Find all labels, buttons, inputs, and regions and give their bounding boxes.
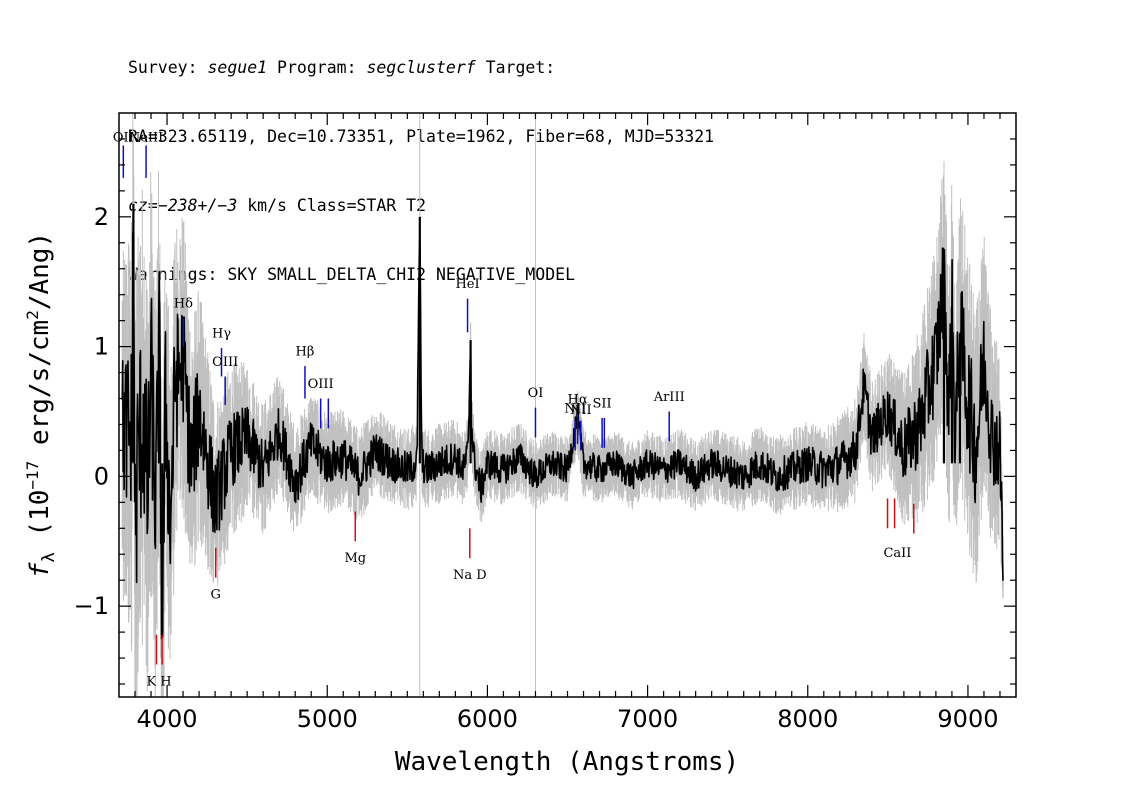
y-axis-title: fλ (10−17 erg/s/cm2/Ang) (23, 232, 59, 578)
cz-suffix: km/s Class=STAR T2 (237, 196, 427, 215)
survey-value: segue1 (207, 58, 268, 77)
y-tick-label: 0 (94, 462, 109, 490)
survey-prefix: Survey: (128, 58, 208, 77)
absorption-label: CaII (883, 546, 911, 561)
sky-lines (419, 113, 536, 697)
emission-label: Hβ (296, 345, 315, 360)
emission-label: ArIII (653, 390, 685, 405)
absorption-label: G (211, 588, 221, 603)
emission-label: OIII (308, 377, 334, 392)
program-value: segclusterf (366, 58, 476, 77)
y-axis-title-exp1: −17 (23, 461, 42, 490)
program-prefix: Program: (267, 58, 367, 77)
error-spikes (121, 113, 1004, 697)
x-tick-label: 6000 (457, 705, 518, 733)
y-tick-label: 2 (94, 203, 109, 231)
y-axis-title-end: /Ang) (25, 232, 55, 310)
x-tick-label: 8000 (777, 705, 838, 733)
flux-series (121, 203, 1004, 640)
x-axis-title: Wavelength (Angstroms) (395, 747, 739, 777)
absorption-label: K H (146, 675, 171, 690)
emission-label: NeIII (129, 130, 163, 145)
header-line-1: Survey: segue1 Program: segclusterf Targ… (128, 56, 714, 79)
axis-ticks: 4000 5000 6000 7000 8000 9000 −1 0 1 2 (74, 113, 1016, 733)
error-band (121, 113, 1004, 697)
spectrum-header: Survey: segue1 Program: segclusterf Targ… (128, 10, 714, 309)
emission-label: OI (528, 386, 544, 401)
emission-label: Hδ (174, 297, 193, 312)
emission-label: Hγ (212, 326, 231, 341)
y-axis-title-mid: erg/s/cm (25, 320, 55, 461)
emission-label: SII (593, 396, 612, 411)
y-axis-title-exp2: 2 (23, 310, 42, 320)
x-tick-label: 9000 (937, 705, 998, 733)
absorption-label: Na D (453, 568, 487, 583)
cz-value: −238+/−3 (157, 196, 238, 215)
y-axis-title-lambda: λ (39, 552, 59, 562)
y-axis-title-open: (10 (25, 490, 55, 553)
header-line-2: RA=323.65119, Dec=10.73351, Plate=1962, … (128, 127, 715, 146)
emission-label: OIII (212, 355, 238, 370)
emission-label: HeI (455, 277, 479, 292)
y-tick-label: −1 (74, 592, 109, 620)
emission-label: OII (113, 130, 134, 145)
emission-label: NII (570, 403, 592, 418)
y-axis-title-f: f (25, 562, 55, 578)
flux-line (121, 229, 1004, 640)
x-tick-label: 4000 (137, 705, 198, 733)
emission-label: Hα (568, 393, 588, 408)
x-tick-label: 7000 (617, 705, 678, 733)
absorption-label: Mg (344, 551, 366, 566)
x-tick-label: 5000 (297, 705, 358, 733)
target-label: Target: (475, 58, 556, 77)
y-tick-label: 1 (94, 333, 109, 361)
emission-label: NII (564, 402, 586, 417)
